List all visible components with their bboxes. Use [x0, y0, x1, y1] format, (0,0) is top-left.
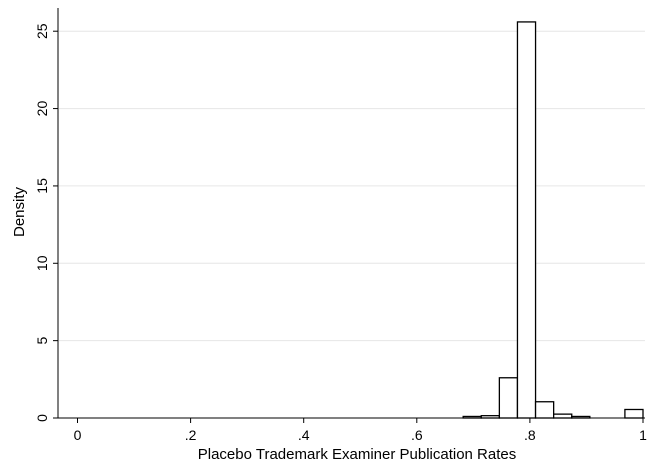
y-tick-label-4: 20 — [34, 101, 50, 117]
y-tick-label-5: 25 — [34, 23, 50, 39]
axes: 0 5 10 15 20 25 0 .2 .4 .6 .8 1 — [34, 8, 647, 443]
y-tick-label-2: 10 — [34, 255, 50, 271]
histogram-bar-5 — [553, 413, 573, 419]
y-tick-label-1: 5 — [34, 337, 50, 345]
histogram-bar-2 — [498, 377, 519, 419]
gridlines — [59, 30, 645, 342]
histogram-bar-3 — [516, 21, 537, 419]
histogram-bar-7 — [624, 408, 644, 419]
y-tick-label-0: 0 — [34, 414, 50, 422]
x-tick-label-1: .2 — [185, 427, 197, 443]
x-tick-label-4: .8 — [524, 427, 536, 443]
y-tick-label-3: 15 — [34, 178, 50, 194]
histogram-bars — [462, 21, 644, 419]
y-axis-title: Density — [11, 186, 28, 237]
x-tick-label-0: 0 — [74, 427, 82, 443]
x-tick-label-2: .4 — [298, 427, 310, 443]
x-tick-label-5: 1 — [639, 427, 647, 443]
histogram-bar-4 — [534, 401, 555, 419]
x-tick-label-3: .6 — [411, 427, 423, 443]
x-axis-title: Placebo Trademark Examiner Publication R… — [198, 446, 517, 463]
